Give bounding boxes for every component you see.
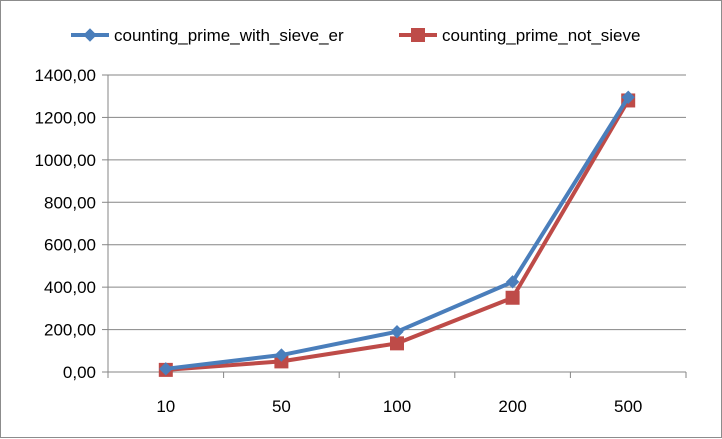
x-tick-label: 10 xyxy=(156,397,175,416)
data-point xyxy=(505,290,520,305)
data-point xyxy=(159,362,173,376)
series-0 xyxy=(159,90,635,376)
y-tick-label: 800,00 xyxy=(44,193,96,212)
data-point xyxy=(390,336,404,351)
x-tick-label: 500 xyxy=(614,397,642,416)
x-tick-label: 100 xyxy=(383,397,411,416)
legend-item: counting_prime_with_sieve_er xyxy=(71,26,344,45)
axes xyxy=(102,74,687,378)
y-tick-label: 1200,00 xyxy=(35,108,96,127)
data-point xyxy=(505,275,520,289)
y-tick-label: 0,00 xyxy=(63,363,96,382)
gridlines xyxy=(108,74,686,331)
x-tick-label: 50 xyxy=(272,397,291,416)
data-point xyxy=(390,324,404,339)
legend-label: counting_prime_with_sieve_er xyxy=(114,26,344,45)
x-axis-tick-labels: 10 50 100 200 500 xyxy=(156,397,642,416)
legend-marker xyxy=(411,28,425,42)
x-tick-label: 200 xyxy=(498,397,526,416)
y-tick-label: 1000,00 xyxy=(35,151,96,170)
y-tick-label: 200,00 xyxy=(44,321,96,340)
y-tick-label: 1400,00 xyxy=(35,66,96,85)
data-point xyxy=(274,348,289,362)
legend-marker xyxy=(83,28,97,42)
series-lines xyxy=(158,90,636,377)
data-point xyxy=(621,90,635,104)
legend: counting_prime_with_sieve_er counting_pri… xyxy=(71,26,640,45)
y-tick-label: 400,00 xyxy=(44,278,96,297)
y-axis-tick-labels: 0,00 200,00 400,00 600,00 800,00 1000,00 1200,… xyxy=(35,66,96,382)
y-tick-label: 600,00 xyxy=(44,236,96,255)
legend-label: counting_prime_not_sieve xyxy=(442,26,640,45)
legend-item: counting_prime_not_sieve xyxy=(399,26,640,45)
